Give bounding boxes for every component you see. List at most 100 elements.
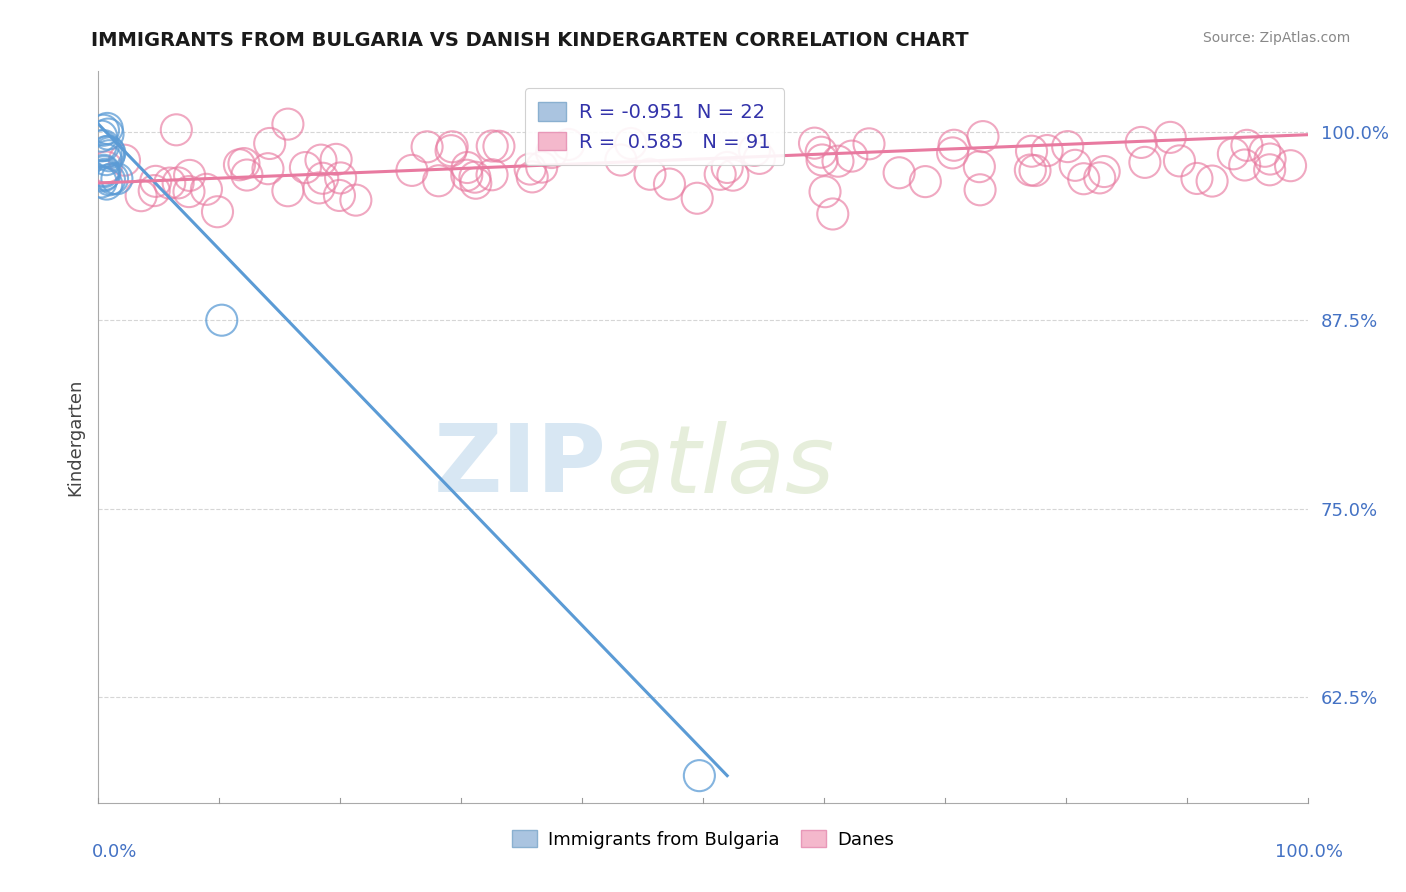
- Text: atlas: atlas: [606, 421, 835, 512]
- Point: [96, 121, 118, 136]
- Point: [464, 170, 486, 185]
- Point: [416, 140, 439, 154]
- Point: [688, 769, 710, 783]
- Point: [143, 184, 166, 198]
- Point: [96, 177, 118, 191]
- Point: [969, 160, 991, 174]
- Point: [530, 160, 553, 174]
- Point: [325, 153, 347, 167]
- Point: [814, 185, 837, 199]
- Point: [810, 145, 832, 160]
- Point: [308, 181, 330, 195]
- Point: [312, 171, 335, 186]
- Point: [401, 163, 423, 178]
- Point: [1024, 163, 1046, 178]
- Point: [1092, 164, 1115, 178]
- Point: [1159, 130, 1181, 145]
- Point: [329, 170, 352, 185]
- Point: [167, 176, 190, 190]
- Point: [803, 136, 825, 150]
- Point: [610, 153, 633, 167]
- Point: [211, 313, 233, 327]
- Point: [97, 127, 120, 141]
- Point: [1064, 158, 1087, 172]
- Point: [195, 182, 218, 196]
- Point: [821, 207, 844, 221]
- Point: [1021, 145, 1043, 159]
- Point: [709, 167, 731, 181]
- Y-axis label: Kindergarten: Kindergarten: [66, 378, 84, 496]
- Text: ZIP: ZIP: [433, 420, 606, 512]
- Point: [943, 138, 966, 153]
- Point: [557, 137, 579, 152]
- Point: [93, 123, 115, 137]
- Point: [159, 176, 181, 190]
- Point: [658, 177, 681, 191]
- Point: [1130, 136, 1153, 150]
- Point: [1258, 152, 1281, 166]
- Point: [887, 166, 910, 180]
- Point: [1088, 170, 1111, 185]
- Point: [721, 168, 744, 182]
- Point: [441, 140, 464, 154]
- Point: [481, 168, 503, 182]
- Point: [93, 169, 115, 183]
- Point: [1236, 138, 1258, 153]
- Point: [1233, 158, 1256, 172]
- Point: [841, 149, 863, 163]
- Point: [456, 161, 478, 175]
- Point: [105, 171, 128, 186]
- Point: [145, 174, 167, 188]
- Point: [686, 191, 709, 205]
- Point: [1019, 163, 1042, 178]
- Point: [969, 183, 991, 197]
- Point: [236, 168, 259, 182]
- Point: [1222, 146, 1244, 161]
- Point: [1036, 144, 1059, 158]
- Point: [207, 204, 229, 219]
- Point: [519, 162, 541, 177]
- Point: [98, 173, 121, 187]
- Point: [90, 129, 112, 144]
- Point: [165, 123, 187, 137]
- Point: [456, 168, 478, 182]
- Point: [1279, 159, 1302, 173]
- Point: [1258, 162, 1281, 177]
- Point: [481, 139, 503, 153]
- Point: [233, 156, 256, 170]
- Point: [344, 193, 367, 207]
- Point: [98, 145, 121, 160]
- Point: [93, 167, 115, 181]
- Point: [277, 184, 299, 198]
- Point: [90, 175, 112, 189]
- Point: [259, 136, 281, 151]
- Point: [93, 138, 115, 153]
- Point: [228, 158, 250, 172]
- Point: [1254, 145, 1277, 159]
- Point: [1056, 139, 1078, 153]
- Point: [620, 136, 643, 151]
- Point: [972, 129, 994, 144]
- Point: [488, 139, 510, 153]
- Text: Source: ZipAtlas.com: Source: ZipAtlas.com: [1202, 31, 1350, 45]
- Point: [744, 144, 766, 158]
- Point: [638, 167, 661, 181]
- Point: [1133, 155, 1156, 169]
- Point: [827, 154, 849, 169]
- Point: [522, 169, 544, 184]
- Point: [98, 149, 121, 163]
- Point: [96, 160, 118, 174]
- Point: [942, 145, 965, 160]
- Point: [93, 163, 115, 178]
- Point: [94, 145, 117, 159]
- Text: 0.0%: 0.0%: [91, 843, 136, 861]
- Point: [748, 152, 770, 166]
- Point: [277, 117, 299, 131]
- Point: [427, 174, 450, 188]
- Point: [1201, 174, 1223, 188]
- Point: [90, 139, 112, 153]
- Point: [464, 176, 486, 190]
- Point: [328, 188, 350, 202]
- Point: [1185, 171, 1208, 186]
- Point: [1073, 171, 1095, 186]
